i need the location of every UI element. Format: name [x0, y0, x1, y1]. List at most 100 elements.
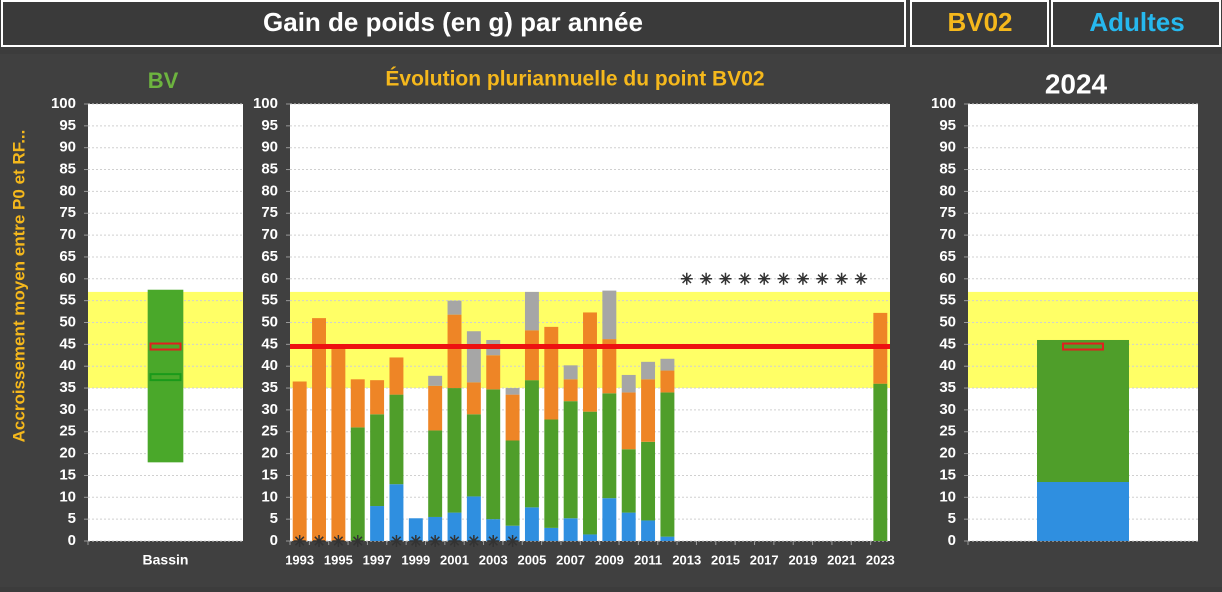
x-tick-label: 2007 [556, 552, 585, 567]
x-tick-label: 2023 [866, 552, 895, 567]
y-tick-label: 10 [939, 488, 956, 505]
y-tick-label: 85 [59, 161, 76, 178]
bar-segment [621, 449, 636, 513]
bar-segment [524, 291, 539, 331]
y-tick-label: 95 [59, 117, 76, 134]
bar-segment [389, 484, 404, 541]
no-data-marker [700, 272, 713, 285]
bar-segment [660, 392, 675, 537]
bar-segment [428, 516, 443, 541]
header-title: Gain de poids (en g) par année [263, 7, 643, 37]
y-tick-label: 5 [68, 510, 76, 527]
y-tick-label: 95 [939, 117, 956, 134]
x-tick-label: 2011 [634, 552, 662, 567]
y-tick-label: 30 [59, 401, 76, 418]
bar-segment [486, 389, 501, 520]
header-box [1051, 0, 1221, 47]
bar-segment [641, 379, 656, 442]
y-tick-label: 75 [261, 204, 278, 221]
bar-segment [524, 380, 539, 508]
bar-segment [660, 370, 675, 393]
y-tick-label: 70 [59, 226, 76, 243]
bar-segment [602, 339, 617, 394]
x-tick-label: 2013 [672, 552, 701, 567]
y-tick-label: 75 [939, 204, 956, 221]
bar-segment [660, 358, 675, 371]
bar-segment [621, 374, 636, 393]
bar-segment [583, 312, 597, 412]
y-tick-label: 35 [939, 379, 956, 396]
x-tick-label: 1997 [363, 552, 392, 567]
y-tick-label: 10 [261, 488, 278, 505]
y-tick-label: 55 [261, 292, 278, 309]
y-tick-label: 65 [59, 248, 76, 265]
bar-segment [370, 380, 385, 415]
y-tick-label: 25 [59, 423, 76, 440]
bar-segment [505, 388, 520, 395]
y-tick-label: 90 [939, 139, 956, 156]
bar-segment [486, 519, 501, 541]
bar-segment [350, 427, 365, 541]
bar-segment [544, 527, 559, 541]
y-tick-label: 45 [59, 335, 76, 352]
x-tick-label: 2015 [711, 552, 740, 567]
y-tick-label: 70 [939, 226, 956, 243]
x-tick-label: 2019 [788, 552, 817, 567]
bar-segment [544, 326, 559, 420]
y-tick-label: 15 [261, 466, 278, 483]
y-tick-label: 65 [939, 248, 956, 265]
no-data-marker [506, 535, 519, 547]
x-tick-label: 2009 [595, 552, 624, 567]
bar-segment [563, 379, 578, 402]
no-data-marker [293, 535, 306, 547]
y-tick-label: 20 [261, 445, 278, 462]
y-tick-label: 60 [59, 270, 76, 287]
bar-segment [370, 414, 385, 507]
no-data-marker [313, 535, 326, 547]
header-box [910, 0, 1049, 47]
bar-segment [1037, 482, 1129, 541]
bar-segment [370, 506, 385, 541]
no-data-marker [758, 272, 771, 285]
bar-segment [641, 520, 656, 541]
chart-title: 2024 [1045, 68, 1108, 99]
y-tick-label: 60 [939, 270, 956, 287]
x-tick-label: 2001 [440, 552, 469, 567]
no-data-marker [467, 535, 480, 547]
bar-segment [389, 394, 404, 485]
header-box [1, 0, 906, 47]
no-data-marker [738, 272, 751, 285]
y-tick-label: 0 [68, 532, 76, 549]
bar-segment [350, 379, 365, 428]
y-tick-label: 80 [939, 182, 956, 199]
no-data-marker [448, 535, 461, 547]
y-tick-label: 100 [253, 95, 278, 112]
bar-segment [602, 290, 617, 340]
y-tick-label: 90 [261, 139, 278, 156]
bar-segment [447, 388, 462, 513]
bar-segment [524, 507, 539, 541]
marker [149, 342, 182, 351]
y-tick-label: 85 [939, 161, 956, 178]
bar-segment [428, 375, 443, 386]
bar-segment [621, 512, 636, 541]
no-data-marker [777, 272, 790, 285]
y-tick-label: 40 [939, 357, 956, 374]
bar-segment [524, 330, 539, 381]
header-group: Adultes [1089, 7, 1184, 37]
y-tick-label: 100 [51, 95, 76, 112]
bar-segment [312, 318, 326, 541]
bar-segment [408, 518, 423, 541]
x-tick-label: 1999 [401, 552, 430, 567]
bar-segment [466, 414, 481, 497]
y-tick-label: 20 [939, 445, 956, 462]
y-tick-label: 45 [939, 335, 956, 352]
bar-segment [505, 394, 520, 441]
chart-title: BV [148, 68, 179, 93]
x-tick-label: 1995 [324, 552, 353, 567]
bar-segment [466, 382, 481, 415]
y-tick-label: 55 [59, 292, 76, 309]
x-tick-label: 1993 [285, 552, 314, 567]
